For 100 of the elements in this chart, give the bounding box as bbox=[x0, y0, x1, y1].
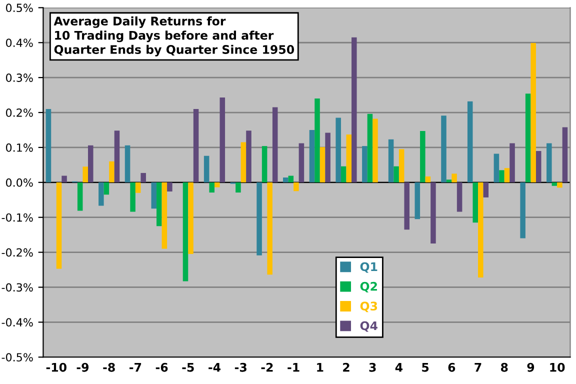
bar bbox=[294, 182, 299, 192]
bar bbox=[309, 130, 315, 182]
y-tick-label: -0.1% bbox=[2, 213, 33, 222]
bar bbox=[298, 143, 304, 182]
bar bbox=[456, 182, 462, 212]
bar bbox=[167, 182, 172, 192]
bar bbox=[135, 182, 141, 193]
x-tick-label: 1 bbox=[317, 363, 324, 372]
bar bbox=[151, 182, 157, 209]
bar bbox=[56, 182, 62, 269]
bar bbox=[467, 101, 473, 182]
x-tick-label: -9 bbox=[76, 362, 89, 372]
x-tick-label: 5 bbox=[422, 363, 429, 372]
bar bbox=[420, 131, 426, 182]
y-tick-label: 0.3% bbox=[6, 74, 33, 82]
bar bbox=[124, 145, 130, 182]
bar bbox=[325, 132, 330, 182]
legend-label: Q1 bbox=[360, 262, 378, 273]
x-tick-label: -1 bbox=[288, 363, 300, 372]
x-tick-label: -4 bbox=[208, 363, 221, 372]
bar bbox=[536, 150, 542, 182]
bar bbox=[314, 98, 320, 182]
bar bbox=[483, 182, 489, 198]
bar bbox=[82, 166, 88, 182]
bar bbox=[272, 107, 278, 182]
bar bbox=[372, 118, 378, 182]
bar bbox=[204, 156, 210, 182]
bar bbox=[262, 146, 268, 182]
bar bbox=[557, 182, 562, 188]
bar bbox=[398, 149, 404, 182]
bar bbox=[193, 109, 199, 182]
bar bbox=[414, 182, 420, 220]
bar bbox=[109, 161, 114, 182]
bar bbox=[114, 130, 120, 182]
x-tick-label: 4 bbox=[395, 363, 403, 372]
y-tick-label: -0.3% bbox=[2, 283, 33, 292]
x-tick-label: -2 bbox=[261, 362, 273, 372]
bar bbox=[104, 182, 110, 195]
bar bbox=[430, 182, 436, 244]
bar bbox=[446, 180, 452, 182]
bar bbox=[77, 182, 83, 211]
bar bbox=[441, 116, 446, 182]
bar bbox=[98, 182, 104, 206]
legend-label: Q4 bbox=[360, 321, 378, 332]
x-tick-label: 2 bbox=[343, 362, 350, 372]
bar bbox=[425, 176, 431, 182]
bar bbox=[62, 176, 67, 182]
bar bbox=[288, 176, 294, 182]
bar bbox=[267, 182, 272, 275]
bar bbox=[283, 178, 288, 182]
bar bbox=[46, 109, 52, 182]
y-tick-label: 0.1% bbox=[6, 143, 33, 152]
y-tick-label: -0.2% bbox=[2, 248, 33, 257]
y-tick-label: 0.5% bbox=[6, 4, 33, 12]
y-tick-label: -0.4% bbox=[2, 318, 33, 327]
bar bbox=[562, 127, 568, 182]
bar bbox=[182, 182, 188, 282]
x-tick-label: -5 bbox=[182, 363, 194, 372]
bar bbox=[510, 143, 515, 182]
bar bbox=[520, 182, 526, 238]
y-tick-label: 0.2% bbox=[6, 108, 33, 117]
text: Average Daily Returns for 10 Trading Days before and after Quarter Ends by Quarter Since 1950 bbox=[54, 16, 294, 56]
bar bbox=[394, 166, 399, 182]
bar bbox=[320, 147, 326, 182]
x-tick-label: -8 bbox=[103, 362, 115, 372]
bar bbox=[209, 182, 214, 193]
x-tick-label: 3 bbox=[369, 362, 376, 372]
x-tick-label: -6 bbox=[156, 362, 168, 372]
x-tick-label: -7 bbox=[130, 363, 142, 372]
x-tick-label: 6 bbox=[448, 362, 456, 372]
bar bbox=[340, 166, 346, 182]
x-tick-label: 7 bbox=[474, 363, 482, 372]
bar bbox=[472, 182, 478, 223]
x-tick-label: 10 bbox=[550, 362, 565, 372]
bar bbox=[336, 118, 341, 182]
bar bbox=[214, 182, 220, 188]
bar bbox=[236, 182, 241, 193]
bar bbox=[504, 168, 510, 182]
bar bbox=[452, 174, 457, 182]
bar bbox=[362, 146, 368, 182]
bar bbox=[240, 142, 246, 182]
bar bbox=[162, 182, 168, 249]
bar bbox=[140, 172, 146, 182]
bar bbox=[494, 154, 500, 182]
bar bbox=[346, 134, 352, 182]
bar bbox=[246, 130, 252, 182]
y-tick-label: 0.4% bbox=[6, 38, 33, 48]
bar bbox=[530, 42, 536, 182]
x-tick-label: 9 bbox=[527, 362, 534, 372]
bar bbox=[525, 94, 531, 182]
bar bbox=[130, 182, 136, 212]
x-tick-label: -10 bbox=[46, 362, 66, 372]
bar bbox=[220, 97, 226, 182]
x-tick-label: 8 bbox=[500, 362, 508, 372]
legend-label: Q3 bbox=[360, 302, 378, 312]
bar bbox=[388, 139, 394, 182]
bar bbox=[156, 182, 162, 226]
bar bbox=[352, 37, 357, 182]
bar bbox=[546, 143, 552, 182]
bar bbox=[88, 145, 94, 182]
